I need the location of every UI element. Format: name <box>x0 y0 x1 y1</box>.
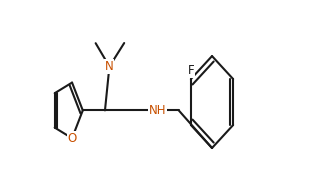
Text: NH: NH <box>149 104 166 117</box>
Text: O: O <box>67 132 77 145</box>
Text: N: N <box>105 60 114 73</box>
Text: F: F <box>188 64 194 77</box>
